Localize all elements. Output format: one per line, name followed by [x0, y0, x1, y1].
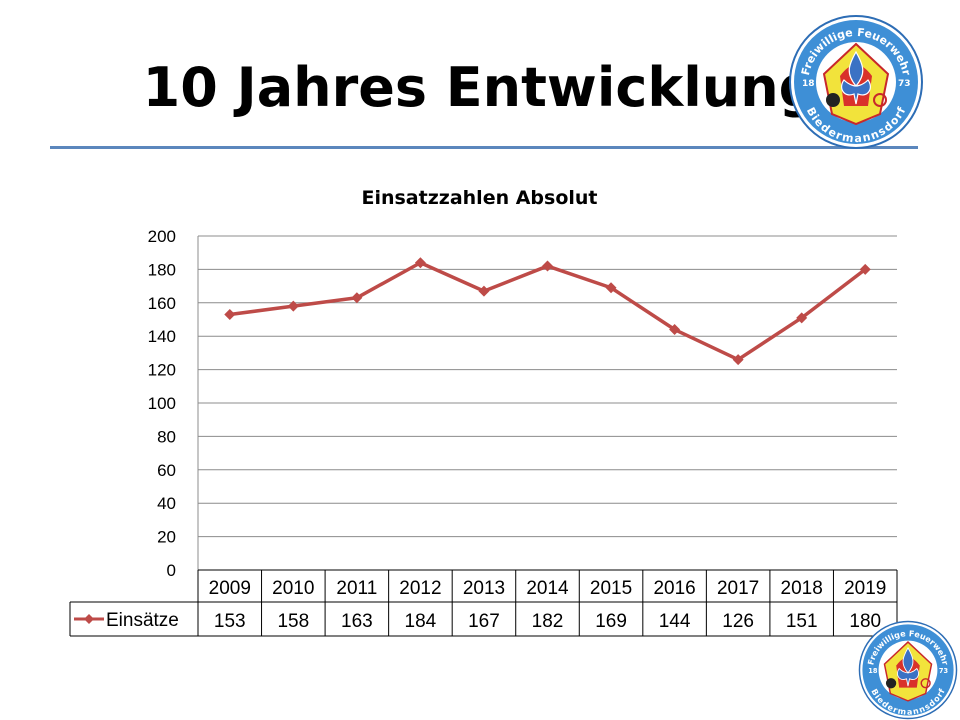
logo-year-right: 73: [898, 79, 911, 89]
data-table-value: 151: [786, 611, 818, 632]
title-divider: [50, 146, 918, 149]
data-table-value: 163: [341, 611, 373, 632]
legend-label: Einsätze: [106, 610, 179, 631]
x-tick-label: 2014: [526, 578, 569, 599]
data-table-value: 184: [405, 611, 437, 632]
x-tick-label: 2018: [781, 578, 823, 599]
data-point: [351, 292, 363, 304]
x-tick-label: 2009: [209, 578, 251, 599]
data-point: [224, 308, 236, 320]
y-tick-label: 160: [148, 294, 176, 313]
logo-year-left: 18: [868, 667, 878, 675]
data-table-value: 182: [532, 611, 564, 632]
x-tick-label: 2017: [717, 578, 759, 599]
data-table-value: 144: [659, 611, 691, 632]
y-tick-label: 140: [148, 327, 176, 346]
data-table-value: 158: [277, 611, 309, 632]
data-table-value: 153: [214, 611, 246, 632]
x-tick-label: 2012: [399, 578, 441, 599]
data-table-value: 169: [595, 611, 627, 632]
y-tick-label: 0: [167, 561, 176, 580]
y-tick-label: 20: [157, 528, 176, 547]
y-tick-label: 100: [148, 394, 176, 413]
fire-brigade-emblem-icon: [858, 620, 958, 720]
data-point: [859, 263, 871, 275]
data-point: [287, 300, 299, 312]
fire-brigade-emblem-icon: [789, 15, 923, 149]
logo-year-left: 18: [802, 79, 815, 89]
data-table-value: 167: [468, 611, 500, 632]
slide-title: 10 Jahres Entwicklung: [142, 56, 818, 119]
legend-marker: [84, 614, 94, 624]
x-tick-label: 2013: [463, 578, 505, 599]
data-point: [414, 257, 426, 269]
data-point: [542, 260, 553, 272]
x-tick-label: 2010: [272, 578, 314, 599]
data-table-value: 180: [849, 611, 881, 632]
data-point: [605, 282, 617, 294]
data-point: [796, 312, 808, 324]
x-tick-label: 2016: [653, 578, 695, 599]
y-tick-label: 80: [157, 427, 176, 446]
y-tick-label: 200: [148, 227, 176, 246]
fire-brigade-logo-top: Freiwillige Feuerwehr Biedermannsdorf 18…: [789, 15, 923, 149]
fire-brigade-logo-bottom: Freiwillige Feuerwehr Biedermannsdorf 18…: [858, 620, 958, 720]
data-table-value: 126: [722, 611, 754, 632]
y-tick-label: 60: [157, 461, 176, 480]
series-line: [229, 260, 867, 362]
x-tick-label: 2019: [844, 578, 886, 599]
data-point: [669, 324, 681, 336]
data-point: [478, 285, 490, 297]
y-tick-label: 120: [148, 361, 176, 380]
chart-title: Einsatzzahlen Absolut: [361, 187, 597, 209]
x-tick-label: 2011: [336, 578, 377, 599]
y-tick-label: 180: [148, 260, 176, 279]
y-tick-label: 40: [157, 494, 176, 513]
data-point: [732, 354, 744, 366]
x-tick-label: 2015: [590, 578, 632, 599]
logo-year-right: 73: [939, 667, 949, 675]
